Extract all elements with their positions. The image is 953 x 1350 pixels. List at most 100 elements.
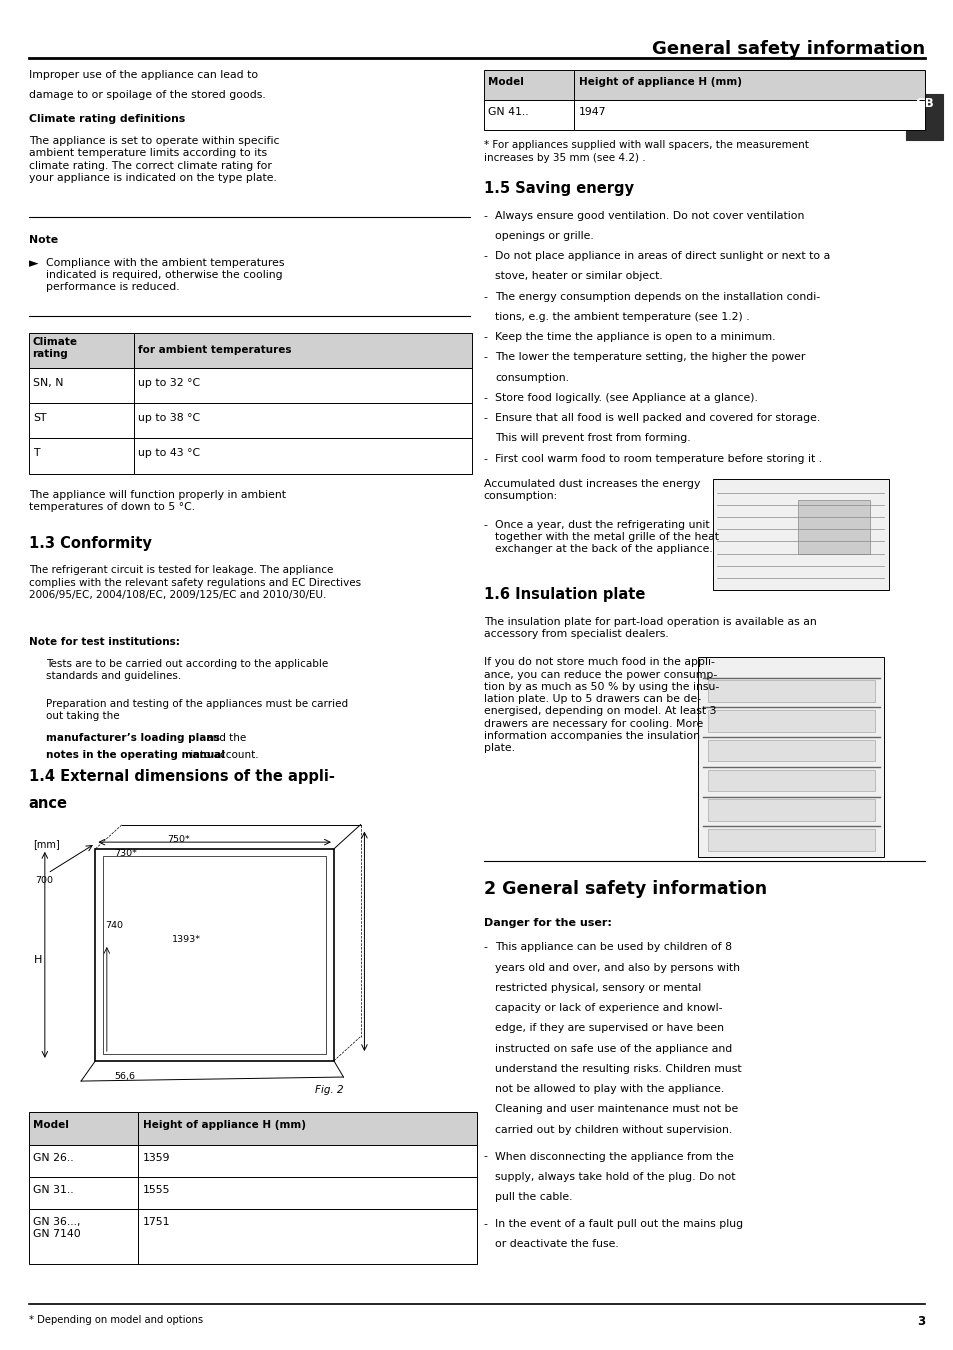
Text: and the: and the (203, 733, 246, 743)
Text: GN 36...,
GN 7140: GN 36..., GN 7140 (33, 1218, 81, 1239)
Text: years old and over, and also by persons with: years old and over, and also by persons … (495, 963, 740, 972)
Text: manufacturer’s loading plans: manufacturer’s loading plans (46, 733, 219, 743)
Text: SN, N: SN, N (33, 378, 64, 387)
Text: 1.6 Insulation plate: 1.6 Insulation plate (483, 587, 644, 602)
Text: consumption.: consumption. (495, 373, 569, 382)
Text: edge, if they are supervised or have been: edge, if they are supervised or have bee… (495, 1023, 723, 1033)
Text: -: - (483, 393, 487, 402)
Text: 1555: 1555 (143, 1185, 171, 1195)
Text: -: - (483, 332, 487, 342)
Text: 3: 3 (916, 1315, 924, 1328)
Bar (95, 849, 334, 1061)
Bar (483, 70, 574, 100)
Text: The appliance is set to operate within specific
ambient temperature limits accor: The appliance is set to operate within s… (29, 136, 279, 182)
Text: * Depending on model and options: * Depending on model and options (29, 1315, 203, 1324)
Bar (29, 369, 133, 404)
Text: General safety information: General safety information (652, 40, 924, 58)
Text: T: T (33, 448, 40, 458)
Text: GN 41..: GN 41.. (488, 107, 529, 116)
Text: 750*: 750* (167, 836, 190, 844)
Text: Climate
rating: Climate rating (32, 338, 77, 359)
Text: 700: 700 (35, 876, 53, 884)
Text: ance: ance (29, 796, 68, 811)
Text: Model: Model (33, 1120, 70, 1130)
Bar (29, 1210, 138, 1265)
Text: ►: ► (29, 258, 38, 270)
Text: Keep the time the appliance is open to a minimum.: Keep the time the appliance is open to a… (495, 332, 775, 342)
Text: pull the cable.: pull the cable. (495, 1192, 572, 1202)
Text: 1947: 1947 (578, 107, 606, 116)
Bar (574, 100, 924, 130)
Text: 1751: 1751 (143, 1218, 171, 1227)
Bar (133, 439, 472, 474)
Text: 1.3 Conformity: 1.3 Conformity (29, 536, 152, 551)
Bar (707, 710, 874, 732)
Text: 2 General safety information: 2 General safety information (483, 880, 766, 898)
Text: This appliance can be used by children of 8: This appliance can be used by children o… (495, 942, 731, 952)
Bar (133, 369, 472, 404)
Text: If you do not store much food in the appli-
ance, you can reduce the power consu: If you do not store much food in the app… (483, 657, 719, 753)
Bar (29, 1145, 138, 1177)
Text: Note: Note (29, 235, 58, 244)
Bar (133, 333, 472, 369)
Bar (138, 1177, 476, 1210)
Bar (138, 1112, 476, 1145)
Bar (29, 1177, 138, 1210)
Text: -: - (483, 211, 487, 220)
Text: into account.: into account. (187, 751, 258, 760)
Text: damage to or spoilage of the stored goods.: damage to or spoilage of the stored good… (29, 90, 265, 100)
Text: stove, heater or similar object.: stove, heater or similar object. (495, 271, 662, 281)
Text: The energy consumption depends on the installation condi-: The energy consumption depends on the in… (495, 292, 820, 301)
Text: restricted physical, sensory or mental: restricted physical, sensory or mental (495, 983, 700, 992)
Text: Height of appliance H (mm): Height of appliance H (mm) (143, 1120, 306, 1130)
Bar (483, 100, 574, 130)
Text: Cleaning and user maintenance must not be: Cleaning and user maintenance must not b… (495, 1104, 738, 1114)
Text: First cool warm food to room temperature before storing it .: First cool warm food to room temperature… (495, 454, 821, 463)
Text: Improper use of the appliance can lead to: Improper use of the appliance can lead t… (29, 70, 257, 80)
Text: Once a year, dust the refrigerating unit
together with the metal grille of the h: Once a year, dust the refrigerating unit… (495, 520, 719, 555)
Text: 56,6: 56,6 (114, 1072, 135, 1080)
Text: tions, e.g. the ambient temperature (see 1.2) .: tions, e.g. the ambient temperature (see… (495, 312, 749, 321)
Text: Danger for the user:: Danger for the user: (483, 918, 611, 927)
Text: Tests are to be carried out according to the applicable
standards and guidelines: Tests are to be carried out according to… (46, 659, 328, 680)
Text: Note for test institutions:: Note for test institutions: (29, 637, 179, 647)
Text: not be allowed to play with the appliance.: not be allowed to play with the applianc… (495, 1084, 723, 1094)
Text: Climate rating definitions: Climate rating definitions (29, 115, 185, 124)
Text: This will prevent frost from forming.: This will prevent frost from forming. (495, 433, 690, 443)
Text: capacity or lack of experience and knowl-: capacity or lack of experience and knowl… (495, 1003, 721, 1012)
Bar (29, 404, 133, 439)
Text: up to 38 °C: up to 38 °C (138, 413, 200, 423)
Text: carried out by children without supervision.: carried out by children without supervis… (495, 1125, 732, 1134)
Text: supply, always take hold of the plug. Do not: supply, always take hold of the plug. Do… (495, 1172, 735, 1181)
Bar (798, 500, 869, 554)
Text: H: H (33, 954, 42, 965)
Text: -: - (483, 1219, 487, 1228)
Bar (698, 657, 883, 857)
Bar (707, 769, 874, 791)
Text: Compliance with the ambient temperatures
indicated is required, otherwise the co: Compliance with the ambient temperatures… (46, 258, 284, 292)
Bar (29, 439, 133, 474)
Text: -: - (483, 251, 487, 261)
Text: Fig. 2: Fig. 2 (314, 1085, 343, 1095)
Bar (29, 1112, 138, 1145)
Text: The insulation plate for part-load operation is available as an
accessory from s: The insulation plate for part-load opera… (483, 617, 816, 639)
Text: [mm]: [mm] (33, 840, 60, 849)
Text: Ensure that all food is well packed and covered for storage.: Ensure that all food is well packed and … (495, 413, 820, 423)
Text: Preparation and testing of the appliances must be carried
out taking the: Preparation and testing of the appliance… (46, 699, 348, 721)
Text: -: - (483, 942, 487, 952)
Text: Always ensure good ventilation. Do not cover ventilation: Always ensure good ventilation. Do not c… (495, 211, 803, 220)
Bar (707, 799, 874, 821)
Text: for ambient temperatures: for ambient temperatures (138, 346, 292, 355)
Text: 730*: 730* (114, 849, 137, 857)
Text: 1359: 1359 (143, 1153, 171, 1162)
Text: 1393*: 1393* (172, 934, 200, 944)
Text: The appliance will function properly in ambient
temperatures of down to 5 °C.: The appliance will function properly in … (29, 490, 285, 512)
Text: Model: Model (488, 77, 524, 86)
Text: up to 32 °C: up to 32 °C (138, 378, 200, 387)
Text: In the event of a fault pull out the mains plug: In the event of a fault pull out the mai… (495, 1219, 742, 1228)
Text: -: - (483, 1152, 487, 1161)
Text: 1.5 Saving energy: 1.5 Saving energy (483, 181, 633, 196)
Bar (138, 1145, 476, 1177)
Text: up to 43 °C: up to 43 °C (138, 448, 200, 458)
Text: The lower the temperature setting, the higher the power: The lower the temperature setting, the h… (495, 352, 804, 362)
